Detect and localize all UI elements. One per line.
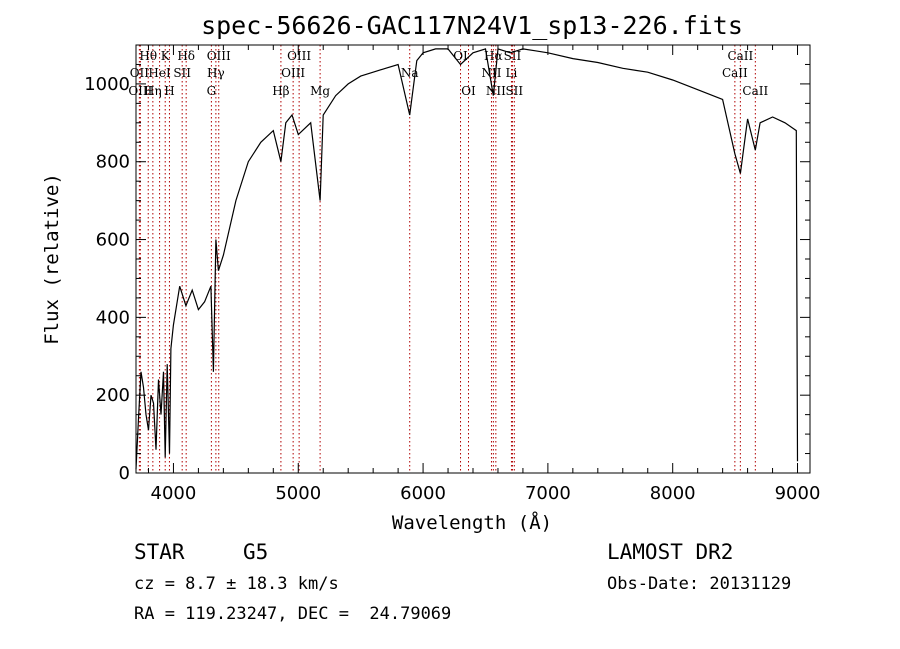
y-tick-label: 200 <box>96 385 130 406</box>
x-tick-label: 9000 <box>775 483 821 504</box>
spectral-line-label: CaII <box>727 49 753 63</box>
spectrum-series <box>135 48 799 470</box>
spectral-line-label: OIII <box>128 84 152 98</box>
spectral-line-label: CaII <box>722 66 748 80</box>
y-axis: 0 200 400 600 800 1000 <box>84 44 810 484</box>
object-subclass: G5 <box>243 540 269 564</box>
spectral-line-label: OII <box>130 66 150 80</box>
object-class: STAR <box>134 540 185 564</box>
spectral-line-label: Hγ <box>207 66 225 80</box>
x-axis: 4000 5000 6000 7000 8000 9000 <box>147 45 821 504</box>
spectral-line-label: SII <box>505 84 523 98</box>
x-axis-label: Wavelength (Å) <box>392 511 552 534</box>
spectral-line-label: Hβ <box>272 84 289 98</box>
spectral-line-label: SII <box>173 66 191 80</box>
y-tick-label: 600 <box>96 230 130 251</box>
spectral-line-label: Hθ <box>139 49 157 63</box>
chart-title: spec-56626-GAC117N24V1_sp13-226.fits <box>201 11 743 40</box>
y-axis-label: Flux (relative) <box>41 173 63 345</box>
spectral-line-label: CaII <box>742 84 768 98</box>
spectral-line-label: OI <box>461 84 476 98</box>
survey-label: LAMOST DR2 <box>607 540 734 564</box>
spectral-line-label: NII <box>481 66 501 80</box>
spectral-line-label: OIII <box>207 49 231 63</box>
spectral-line-label: Li <box>506 66 518 80</box>
y-tick-label: 1000 <box>84 74 130 95</box>
spectral-line-label: G <box>207 84 217 98</box>
spectral-line-label: K <box>161 49 171 63</box>
x-tick-label: 7000 <box>525 483 571 504</box>
spectral-line-label: OI <box>453 49 468 63</box>
x-tick-label: 4000 <box>151 483 197 504</box>
y-tick-label: 800 <box>96 152 130 173</box>
spectral-line-label: OIII <box>287 49 311 63</box>
x-tick-label: 6000 <box>400 483 446 504</box>
coordinates: RA = 119.23247, DEC = 24.79069 <box>134 604 452 624</box>
y-tick-label: 0 <box>119 463 130 484</box>
plot-frame <box>135 44 811 474</box>
y-tick-label: 400 <box>96 307 130 328</box>
obs-date: Obs-Date: 20131129 <box>607 574 792 594</box>
spectral-line-label: HeI <box>148 66 171 80</box>
spectral-line-label: NII <box>486 84 506 98</box>
spectral-line-label: Hη <box>144 84 162 98</box>
spectral-line-label: H <box>164 84 174 98</box>
spectral-line-label: OIII <box>281 66 305 80</box>
spectral-line-label: Mg <box>310 84 330 98</box>
spectral-line-label: Hδ <box>177 49 195 63</box>
x-tick-label: 8000 <box>650 483 696 504</box>
x-tick-label: 5000 <box>275 483 321 504</box>
redshift-line: cz = 8.7 ± 18.3 km/s <box>134 574 339 594</box>
